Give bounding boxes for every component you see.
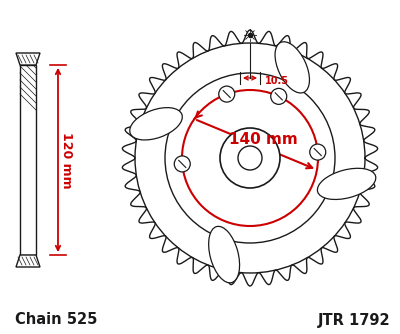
Text: 120 mm: 120 mm — [60, 132, 72, 188]
Circle shape — [174, 156, 190, 172]
Text: 140 mm: 140 mm — [229, 132, 298, 147]
Polygon shape — [16, 255, 40, 267]
Circle shape — [310, 144, 326, 160]
Circle shape — [271, 89, 287, 104]
Text: JTR 1792: JTR 1792 — [317, 313, 390, 328]
Ellipse shape — [275, 42, 310, 93]
Circle shape — [219, 86, 235, 102]
Ellipse shape — [209, 226, 240, 283]
Polygon shape — [16, 53, 40, 65]
Ellipse shape — [130, 108, 182, 140]
Text: Chain 525: Chain 525 — [15, 313, 97, 328]
Polygon shape — [20, 65, 36, 255]
Text: 10.5: 10.5 — [265, 76, 289, 86]
Circle shape — [238, 146, 262, 170]
Ellipse shape — [317, 168, 376, 199]
Circle shape — [220, 128, 280, 188]
